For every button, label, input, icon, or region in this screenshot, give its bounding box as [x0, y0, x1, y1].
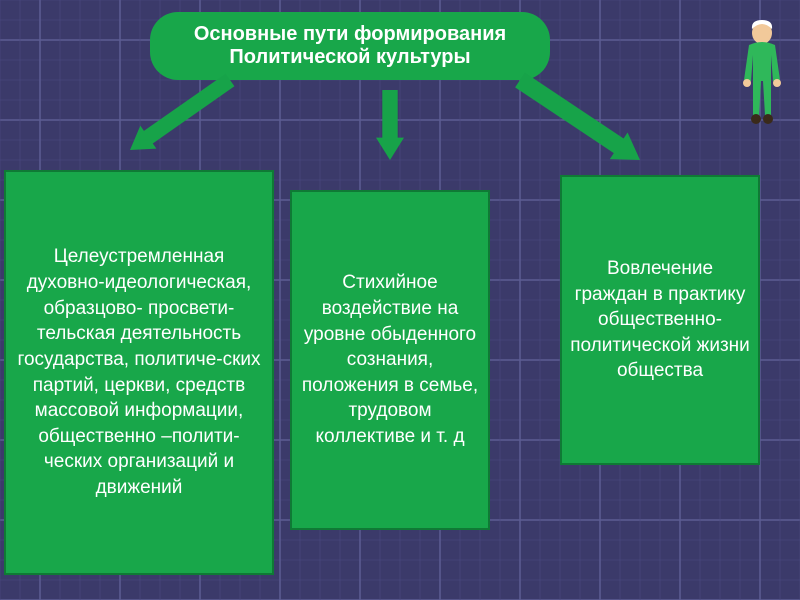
arrow-right — [490, 50, 670, 190]
person-figure-icon — [735, 15, 790, 125]
box-right: Вовлечение граждан в практику общественн… — [560, 175, 760, 465]
box-left-text: Целеустремленная духовно-идеологическая,… — [14, 244, 264, 500]
box-left: Целеустремленная духовно-идеологическая,… — [4, 170, 274, 575]
box-middle: Стихийное воздействие на уровне обыденно… — [290, 190, 490, 530]
box-middle-text: Стихийное воздействие на уровне обыденно… — [300, 270, 480, 449]
arrow-left — [100, 50, 260, 180]
box-right-text: Вовлечение граждан в практику общественн… — [570, 256, 750, 384]
arrow-middle — [360, 60, 420, 190]
